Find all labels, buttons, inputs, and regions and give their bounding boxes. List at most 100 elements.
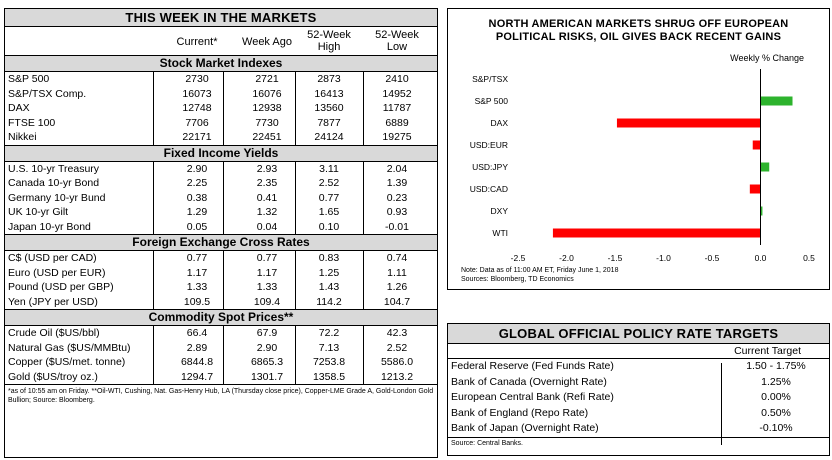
column-divider [295, 326, 296, 384]
52wk-low-value: 5586.0 [380, 356, 414, 368]
row-label: Euro (USD per EUR) [8, 266, 106, 279]
current-value: 1294.7 [180, 370, 214, 383]
table-row: Copper ($US/met. tonne) 6844.8 6865.3 7253.… [5, 355, 437, 370]
bar [616, 118, 761, 128]
column-divider [295, 161, 296, 234]
table-row: Japan 10-yr Bond 0.05 0.04 0.10 -0.01 [5, 220, 437, 235]
table-row: FTSE 100 7706 7730 7877 6889 [5, 116, 437, 131]
policy-source: Source: Central Banks. [448, 436, 829, 449]
table-row: Euro (USD per EUR) 1.17 1.17 1.25 1.11 [5, 266, 437, 281]
current-value: 2730 [185, 73, 209, 85]
policy-bank-name: Bank of England (Repo Rate) [451, 406, 589, 419]
row-label: U.S. 10-yr Treasury [8, 162, 100, 175]
week-ago-value: 1.32 [256, 206, 278, 218]
policy-row: Federal Reserve (Fed Funds Rate) 1.50 - 1… [448, 359, 829, 375]
row-label: FTSE 100 [8, 116, 56, 129]
section-header: Fixed Income Yields [5, 144, 437, 162]
52wk-low-value: 0.74 [386, 252, 408, 264]
policy-row: Bank of Canada (Overnight Rate) 1.25% [448, 375, 829, 391]
row-label: C$ (USD per CAD) [8, 252, 97, 264]
52wk-low-value: 2410 [385, 73, 409, 85]
column-divider [363, 251, 364, 309]
52wk-high-value: 2873 [317, 73, 341, 85]
table-row: Pound (USD per GBP) 1.33 1.33 1.43 1.26 [5, 280, 437, 295]
52wk-low-value: 1.39 [386, 177, 408, 189]
current-value: 2.89 [186, 341, 208, 354]
52wk-low-value: 1.11 [387, 266, 407, 279]
policy-bank-name: Federal Reserve (Fed Funds Rate) [451, 360, 614, 372]
table-row: Gold ($US/troy oz.) 1294.7 1301.7 1358.5 121… [5, 370, 437, 385]
header-52wk-low: 52-Week Low [375, 29, 419, 53]
week-ago-value: 2.93 [256, 162, 278, 175]
x-tick-label: 0.0 [755, 253, 767, 263]
week-ago-value: 1.33 [256, 281, 278, 293]
section-body: S&P 500 2730 2721 2873 2410 S&P/TSX Comp. 1607… [5, 72, 437, 145]
section-header: Stock Market Indexes [5, 55, 437, 72]
category-label: S&P/TSX [472, 74, 508, 84]
policy-rate-panel: GLOBAL OFFICIAL POLICY RATE TARGETS Curr… [447, 323, 830, 456]
x-tick-label: -2.0 [559, 253, 574, 263]
52wk-high-value: 0.83 [318, 252, 340, 264]
column-divider [153, 326, 154, 384]
52wk-low-value: 1213.2 [380, 370, 414, 383]
52wk-low-value: 2.04 [386, 162, 408, 175]
current-value: 7706 [185, 116, 209, 129]
chart-source: Sources: Bloomberg, TD Economics [461, 276, 574, 283]
markets-sections: Stock Market Indexes S&P 500 2730 2721 2873 2… [5, 55, 437, 384]
table-row: Yen (JPY per USD) 109.5 109.4 114.2 104.7 [5, 295, 437, 310]
row-label: Pound (USD per GBP) [8, 281, 114, 293]
table-row: Canada 10-yr Bond 2.25 2.35 2.52 1.39 [5, 176, 437, 191]
table-row: UK 10-yr Gilt 1.29 1.32 1.65 0.93 [5, 205, 437, 220]
policy-column-divider [721, 363, 722, 445]
bar [760, 162, 770, 172]
policy-rows: Federal Reserve (Fed Funds Rate) 1.50 - 1… [448, 359, 829, 437]
row-label: Gold ($US/troy oz.) [8, 370, 98, 383]
row-label: Germany 10-yr Bund [8, 191, 106, 204]
52wk-low-value: 0.23 [386, 191, 408, 204]
policy-bank-name: European Central Bank (Refi Rate) [451, 391, 614, 403]
52wk-high-value: 7877 [317, 116, 341, 129]
table-row: DAX 12748 12938 13560 11787 [5, 101, 437, 116]
column-divider [363, 326, 364, 384]
x-tick-label: -0.5 [705, 253, 720, 263]
52wk-low-value: -0.01 [385, 220, 409, 233]
row-label: S&P 500 [8, 73, 50, 85]
policy-row: Bank of Japan (Overnight Rate) -0.10% [448, 421, 829, 437]
current-value: 6844.8 [180, 356, 214, 368]
weekly-change-chart-panel: NORTH AMERICAN MARKETS SHRUG OFF EUROPEA… [447, 8, 830, 290]
row-label: Canada 10-yr Bond [8, 177, 100, 189]
52wk-high-value: 16413 [314, 87, 344, 100]
category-label: USD:JPY [472, 162, 508, 172]
column-divider [223, 161, 224, 234]
52wk-low-value: 1.26 [386, 281, 408, 293]
current-value: 1.17 [186, 266, 208, 279]
week-ago-value: 67.9 [256, 327, 278, 339]
bar [552, 228, 761, 238]
x-tick-label: -2.5 [511, 253, 526, 263]
52wk-high-value: 72.2 [318, 327, 340, 339]
x-tick-label: -1.0 [656, 253, 671, 263]
policy-bank-name: Bank of Japan (Overnight Rate) [451, 422, 599, 434]
week-ago-value: 0.77 [256, 252, 278, 264]
policy-rate-value: 1.25% [761, 375, 791, 388]
policy-current-target-header: Current Target [448, 344, 829, 359]
week-ago-value: 2721 [255, 73, 279, 85]
table-row: Crude Oil ($US/bbl) 66.4 67.9 72.2 42.3 [5, 326, 437, 341]
table-row: Nikkei 22171 22451 24124 19275 [5, 130, 437, 145]
row-label: UK 10-yr Gilt [8, 206, 69, 218]
current-value: 0.38 [186, 191, 208, 204]
section-body: U.S. 10-yr Treasury 2.90 2.93 3.11 2.04 Canad… [5, 161, 437, 235]
chart-title: NORTH AMERICAN MARKETS SHRUG OFF EUROPEA… [488, 18, 789, 43]
52wk-low-value: 2.52 [386, 341, 408, 354]
header-week-ago: Week Ago [242, 36, 292, 48]
current-value: 109.5 [183, 295, 211, 308]
policy-row: European Central Bank (Refi Rate) 0.00% [448, 390, 829, 406]
52wk-high-value: 0.77 [318, 191, 340, 204]
category-label: USD:CAD [470, 184, 508, 194]
current-value: 0.05 [186, 220, 208, 233]
52wk-high-value: 2.52 [318, 177, 340, 189]
52wk-high-value: 1.25 [318, 266, 340, 279]
markets-footnote: *as of 10:55 am on Friday. **Oil-WTI, Cu… [5, 384, 437, 407]
markets-title: THIS WEEK IN THE MARKETS [5, 9, 437, 27]
52wk-low-value: 19275 [382, 131, 412, 143]
